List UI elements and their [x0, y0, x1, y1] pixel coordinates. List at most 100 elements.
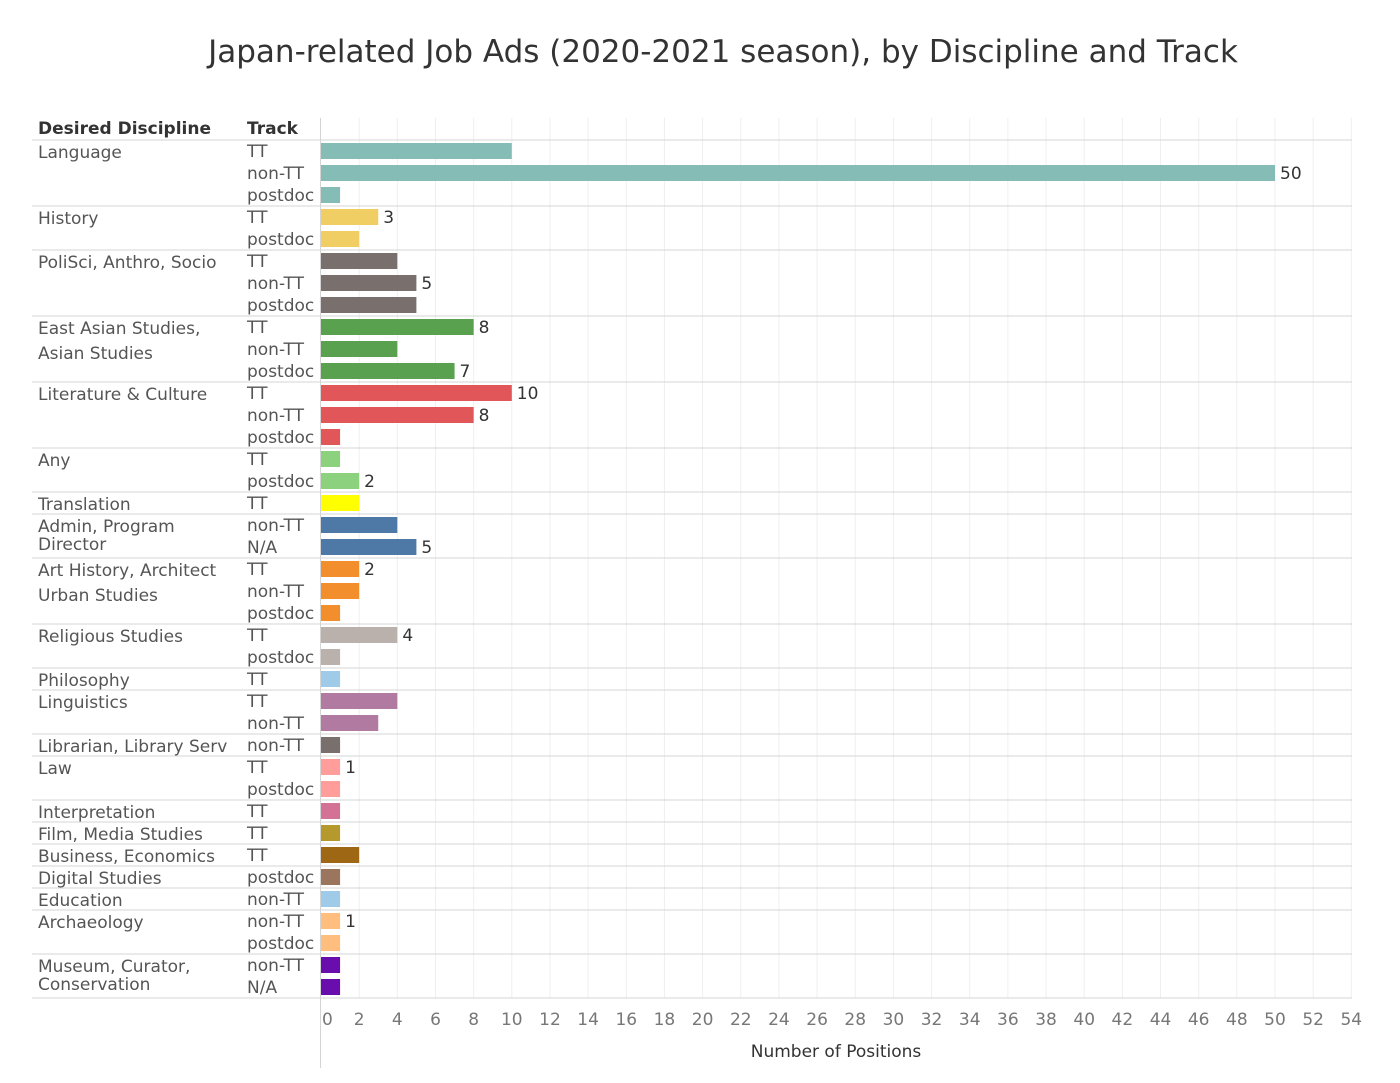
discipline-label: Business, Economics — [38, 847, 215, 867]
bar — [321, 319, 474, 335]
track-label: TT — [246, 824, 268, 844]
x-tick-label: 24 — [768, 1010, 790, 1030]
bar — [321, 583, 360, 599]
bar — [321, 143, 512, 159]
bar-value-label: 1 — [345, 758, 356, 778]
bars: 50 3 5 8 7 10 8 2 5 2 4 1 1 — [321, 143, 1302, 995]
track-label: TT — [246, 692, 268, 712]
track-label: TT — [246, 142, 268, 162]
x-tick-label: 16 — [615, 1010, 637, 1030]
discipline-label: Religious Studies — [38, 627, 183, 647]
track-label: N/A — [247, 978, 277, 998]
bar-value-label: 8 — [479, 318, 490, 338]
x-tick-label: 30 — [883, 1010, 905, 1030]
discipline-label: Interpretation — [38, 803, 155, 823]
x-tick-label: 28 — [844, 1010, 866, 1030]
x-tick-label: 22 — [730, 1010, 752, 1030]
bar — [321, 847, 360, 863]
track-label: TT — [246, 802, 268, 822]
bar-value-label: 1 — [345, 912, 356, 932]
bar-value-label: 3 — [383, 208, 394, 228]
x-tick-label: 8 — [468, 1010, 479, 1030]
x-axis-title: Number of Positions — [751, 1042, 922, 1062]
track-label: TT — [246, 318, 268, 338]
discipline-label: Urban Studies — [38, 586, 158, 606]
bar — [321, 363, 455, 379]
bar — [321, 825, 341, 841]
bar — [321, 561, 360, 577]
discipline-label: History — [38, 209, 98, 229]
track-label: TT — [246, 252, 268, 272]
x-tick-label: 26 — [806, 1010, 828, 1030]
bar — [321, 781, 341, 797]
bar — [321, 957, 341, 973]
bar-value-label: 2 — [364, 560, 375, 580]
track-label: postdoc — [247, 186, 314, 206]
bar-value-label: 10 — [517, 384, 539, 404]
x-tick-label: 48 — [1226, 1010, 1248, 1030]
track-label: postdoc — [247, 472, 314, 492]
x-tick-label: 14 — [577, 1010, 599, 1030]
bar — [321, 649, 341, 665]
track-label: TT — [246, 450, 268, 470]
bar — [321, 671, 341, 687]
bar — [321, 275, 417, 291]
track-label: non-TT — [247, 582, 305, 602]
discipline-label: Admin, Program — [38, 517, 175, 537]
track-label: TT — [246, 560, 268, 580]
bar — [321, 737, 341, 753]
bar — [321, 495, 360, 511]
bar — [321, 407, 474, 423]
bar — [321, 231, 360, 247]
x-tick-label: 46 — [1188, 1010, 1210, 1030]
track-label: TT — [246, 384, 268, 404]
track-label: TT — [246, 846, 268, 866]
discipline-label: Linguistics — [38, 693, 128, 713]
bar — [321, 803, 341, 819]
bar — [321, 165, 1275, 181]
track-label: postdoc — [247, 362, 314, 382]
discipline-label: Any — [38, 451, 70, 471]
bar — [321, 715, 379, 731]
bar — [321, 627, 398, 643]
track-label: non-TT — [247, 912, 305, 932]
track-label: postdoc — [247, 868, 314, 888]
chart-title: Japan-related Job Ads (2020-2021 season)… — [208, 34, 1238, 70]
bar — [321, 253, 398, 269]
track-label: postdoc — [247, 648, 314, 668]
bar — [321, 297, 417, 313]
x-tick-label: 40 — [1073, 1010, 1095, 1030]
track-label: non-TT — [247, 164, 305, 184]
bar — [321, 935, 341, 951]
track-label: N/A — [247, 538, 277, 558]
track-label: postdoc — [247, 296, 314, 316]
track-label: TT — [246, 494, 268, 514]
bar — [321, 869, 341, 885]
bar — [321, 539, 417, 555]
discipline-label: Director — [38, 535, 106, 555]
bar — [321, 341, 398, 357]
x-tick-label: 4 — [392, 1010, 403, 1030]
discipline-label: Asian Studies — [38, 344, 153, 364]
bar — [321, 451, 341, 467]
discipline-label: Conservation — [38, 975, 150, 995]
discipline-label: Philosophy — [38, 671, 130, 691]
track-label: postdoc — [247, 428, 314, 448]
bar — [321, 693, 398, 709]
bar — [321, 429, 341, 445]
bar-value-label: 5 — [421, 274, 432, 294]
discipline-label: Film, Media Studies — [38, 825, 203, 845]
track-label: non-TT — [247, 340, 305, 360]
bar — [321, 913, 341, 929]
x-tick-label: 20 — [692, 1010, 714, 1030]
x-tick-label: 54 — [1340, 1010, 1362, 1030]
bar-value-label: 2 — [364, 472, 375, 492]
bar — [321, 979, 341, 995]
discipline-label: Literature & Culture — [38, 385, 207, 405]
x-tick-label: 42 — [1112, 1010, 1134, 1030]
track-label: non-TT — [247, 714, 305, 734]
track-label: non-TT — [247, 890, 305, 910]
track-label: postdoc — [247, 934, 314, 954]
